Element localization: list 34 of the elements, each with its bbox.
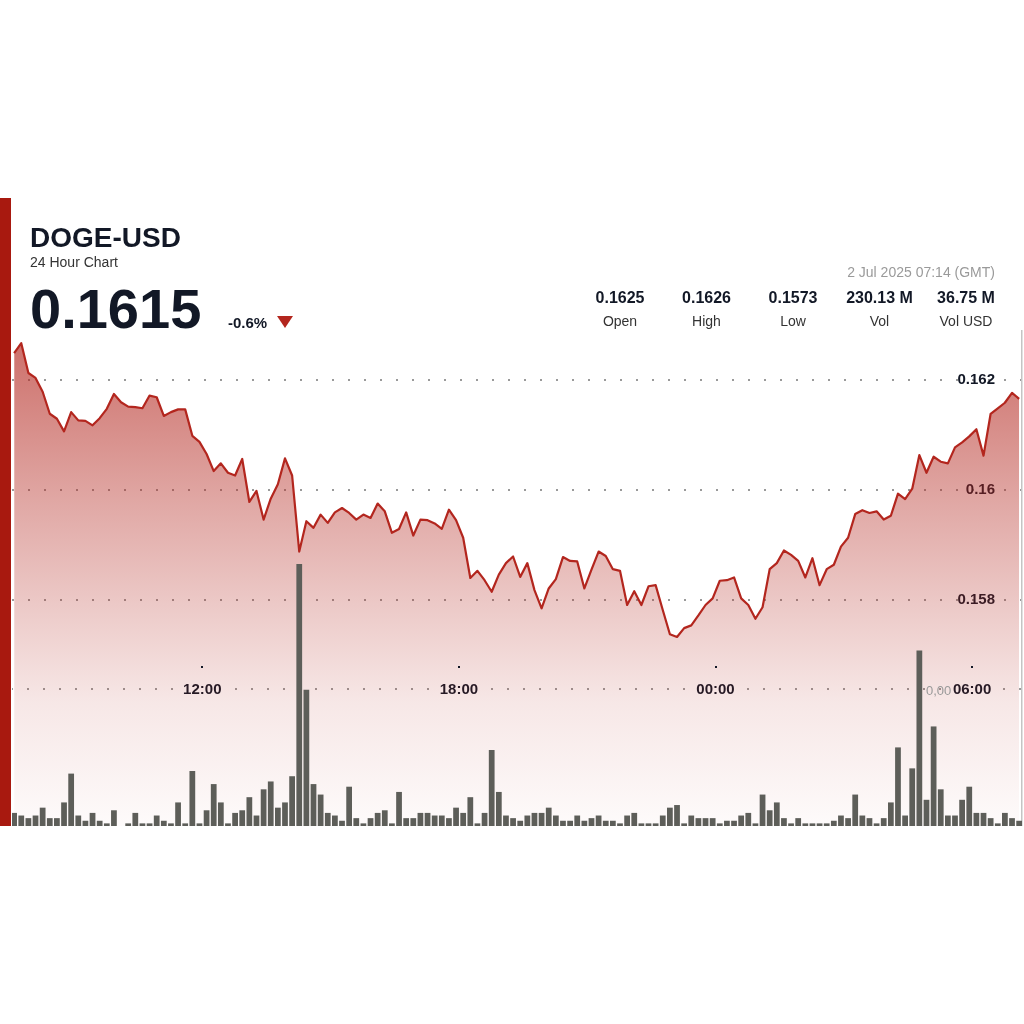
bar <box>752 823 759 826</box>
bar <box>873 823 880 826</box>
y-tick-label: 0.158 <box>957 590 995 608</box>
bar <box>196 823 203 826</box>
text: 0.1625 <box>595 289 645 306</box>
text: High <box>692 313 721 329</box>
y-tick-label: 0.16 <box>965 479 995 497</box>
annotation: 0.1615 <box>30 277 202 340</box>
x-tick-label: 00:00 <box>696 680 735 698</box>
text: 0.1573 <box>768 289 818 306</box>
bar <box>146 823 153 826</box>
text: 2 Jul 2025 07:14 (GMT) <box>847 264 995 280</box>
bar <box>474 823 481 826</box>
chart-subtitle: 24 Hour Chart <box>30 254 118 270</box>
text: 0.1626 <box>682 289 731 306</box>
text: 36.75 M <box>937 289 995 306</box>
x-tick-label: 18:00 <box>439 680 479 698</box>
annotation: -0.6% <box>228 314 268 331</box>
bar <box>816 823 823 826</box>
y-tick-label: 0.162 <box>957 369 995 387</box>
x-tick-label: 06:00 <box>952 680 992 698</box>
x-tick-label: 12:00 <box>183 680 222 698</box>
bar <box>638 823 645 826</box>
bar <box>139 823 146 826</box>
bar <box>645 823 652 826</box>
text: Vol USD <box>939 313 993 329</box>
text: Low <box>780 313 806 329</box>
text: 230.13 M <box>846 289 913 306</box>
text: Open <box>602 313 638 329</box>
text: Vol <box>869 313 890 329</box>
bar <box>360 823 367 826</box>
bar <box>809 823 816 826</box>
annotation: 0,00 <box>926 683 952 698</box>
chart-title: DOGE-USD <box>30 222 181 253</box>
